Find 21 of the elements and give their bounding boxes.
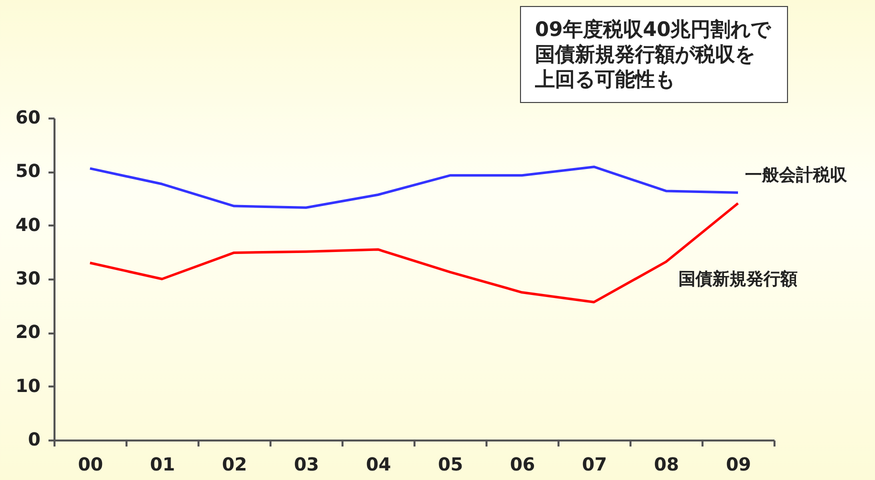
line-series	[88, 166, 740, 209]
x-tick-label: 08	[654, 454, 680, 476]
x-tick-label: 09	[726, 454, 752, 476]
x-tick-label: 01	[150, 454, 176, 476]
series-label: 一般会計税収	[745, 166, 848, 186]
y-tick-label: 0	[28, 430, 40, 450]
y-tick-label: 60	[15, 108, 40, 128]
x-tick-label: 05	[438, 454, 464, 476]
x-tick-label: 03	[294, 454, 320, 476]
x-tick-label: 06	[510, 454, 536, 476]
y-tick-label: 50	[15, 161, 40, 182]
y-tick-label: 10	[15, 376, 40, 397]
x-tick-label: 00	[78, 454, 104, 476]
series-label: 国債新規発行額	[678, 269, 798, 290]
text: 09年度税収40兆円割れで国債新規発行額が税収を上回る可能性も	[520, 6, 788, 103]
x-tick-label: 07	[582, 454, 608, 476]
y-tick-label: 40	[15, 214, 40, 236]
y-tick-label: 30	[15, 268, 40, 290]
x-tick-label: 02	[222, 454, 248, 476]
y-tick-label: 20	[15, 322, 40, 344]
x-tick-label: 04	[366, 454, 392, 476]
